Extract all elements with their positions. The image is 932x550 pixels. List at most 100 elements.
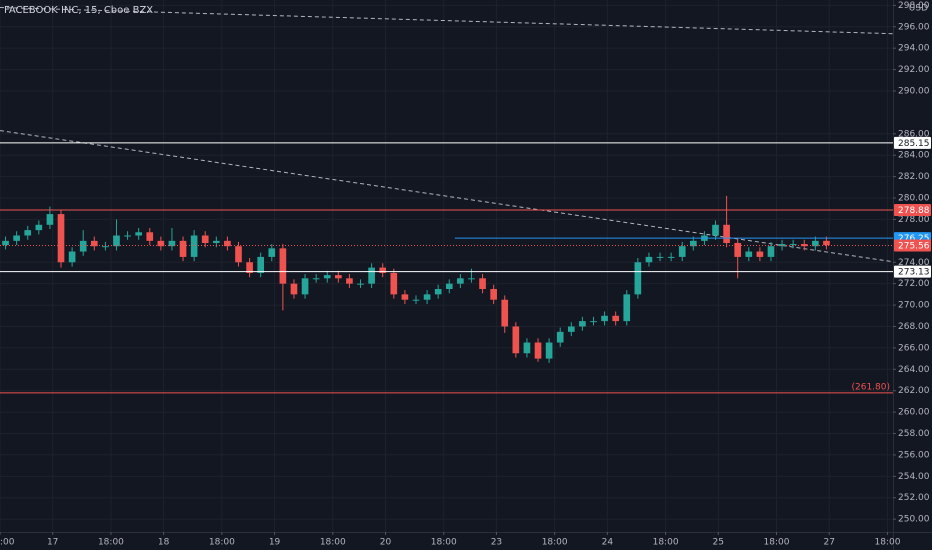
candle-body: [124, 235, 131, 237]
y-tick-label: 258.00: [898, 429, 930, 439]
x-tick-label: 18: [158, 538, 170, 548]
candle-body: [257, 256, 265, 273]
candle-body: [113, 235, 120, 247]
y-tick-label: 286.00: [898, 129, 930, 139]
x-tick-label: 18:00: [653, 538, 679, 548]
candle-body: [689, 240, 697, 247]
price-label: 285.15: [898, 139, 930, 149]
y-tick-label: 292.00: [898, 65, 930, 75]
candle-body: [346, 278, 353, 284]
candle-body: [423, 294, 431, 300]
price-label: 278.88: [898, 206, 930, 216]
candle-body: [434, 289, 442, 295]
candle-body: [323, 275, 331, 279]
candle-body: [290, 283, 298, 295]
candle-body: [301, 278, 309, 295]
y-tick-label: 278.00: [898, 215, 930, 225]
y-tick-label: 284.00: [898, 151, 930, 161]
x-tick-label: 18:00: [874, 538, 900, 548]
currency-label: USD: [909, 4, 928, 14]
candle-body: [445, 283, 453, 290]
candle-body: [534, 342, 542, 359]
y-tick-label: 282.00: [898, 172, 930, 182]
candle-body: [179, 240, 187, 257]
candle-body: [102, 246, 109, 248]
candle-body: [201, 235, 209, 243]
chart-title: FACEBOOK INC, 15, Cboe BZX: [4, 5, 153, 16]
price-label: 275.56: [898, 242, 930, 252]
candle-body: [823, 240, 830, 246]
candle-body: [212, 240, 220, 243]
x-tick-label: 25: [713, 538, 724, 548]
candle-body: [268, 248, 276, 257]
candle-body: [678, 246, 686, 257]
candle-body: [512, 326, 520, 354]
candle-body: [545, 342, 553, 359]
candle-body: [656, 256, 664, 258]
x-tick-label: :00: [0, 538, 15, 548]
candle-body: [556, 331, 564, 343]
y-tick-label: 254.00: [898, 472, 930, 482]
price-label-box: [894, 204, 931, 217]
x-tick-label: 19: [269, 538, 281, 548]
candle-body: [57, 214, 65, 263]
candle-body: [246, 262, 253, 273]
candle-body: [135, 232, 142, 236]
candle-body: [379, 267, 387, 273]
price-label-box: [894, 265, 931, 278]
candle-body: [390, 272, 398, 295]
y-tick-label: 266.00: [898, 343, 930, 353]
y-tick-label: 296.00: [898, 22, 930, 32]
candle-body: [2, 240, 9, 246]
trendline: [0, 6, 894, 35]
candle-body: [235, 246, 242, 263]
candle-body: [312, 278, 320, 280]
candle-body: [35, 224, 43, 231]
y-tick-label: 272.00: [898, 279, 930, 289]
candle-body: [279, 248, 287, 284]
x-tick-label: 18:00: [764, 538, 790, 548]
candle-body: [412, 299, 420, 301]
candle-body: [645, 256, 653, 263]
y-tick-label: 270.00: [898, 301, 930, 311]
candle-body: [634, 262, 642, 295]
price-line-label: (261.80): [851, 382, 890, 392]
candle-body: [368, 267, 375, 284]
price-label-box: [894, 136, 931, 149]
candle-body: [789, 244, 797, 246]
candle-body: [778, 244, 786, 247]
candle-body: [190, 235, 198, 257]
candle-body: [401, 294, 409, 300]
candle-body: [168, 240, 176, 247]
x-tick-label: 18:00: [431, 538, 457, 548]
candle-body: [479, 278, 486, 290]
y-tick-label: 290.00: [898, 86, 930, 96]
x-tick-label: 20: [380, 538, 392, 548]
price-label: 273.13: [898, 268, 930, 278]
y-tick-label: 256.00: [898, 450, 930, 460]
candle-body: [712, 224, 719, 236]
x-tick-label: 18:00: [320, 538, 346, 548]
y-tick-label: 280.00: [898, 194, 930, 204]
candle-body: [601, 315, 608, 322]
y-tick-label: 250.00: [898, 515, 930, 525]
candle-body: [734, 242, 742, 257]
price-label: 276.25: [898, 234, 930, 244]
candle-body: [90, 240, 98, 247]
x-tick-label: 24: [602, 538, 614, 548]
y-tick-label: 268.00: [898, 322, 930, 332]
y-tick-label: 252.00: [898, 493, 930, 503]
candle-body: [723, 224, 730, 243]
candle-body: [468, 278, 475, 280]
y-tick-label: 262.00: [898, 386, 930, 396]
candle-body: [523, 342, 531, 354]
candle-body: [335, 275, 342, 279]
candle-body: [590, 321, 597, 323]
candle-body: [79, 240, 87, 252]
candle-body: [24, 230, 32, 236]
candle-body: [157, 240, 165, 247]
